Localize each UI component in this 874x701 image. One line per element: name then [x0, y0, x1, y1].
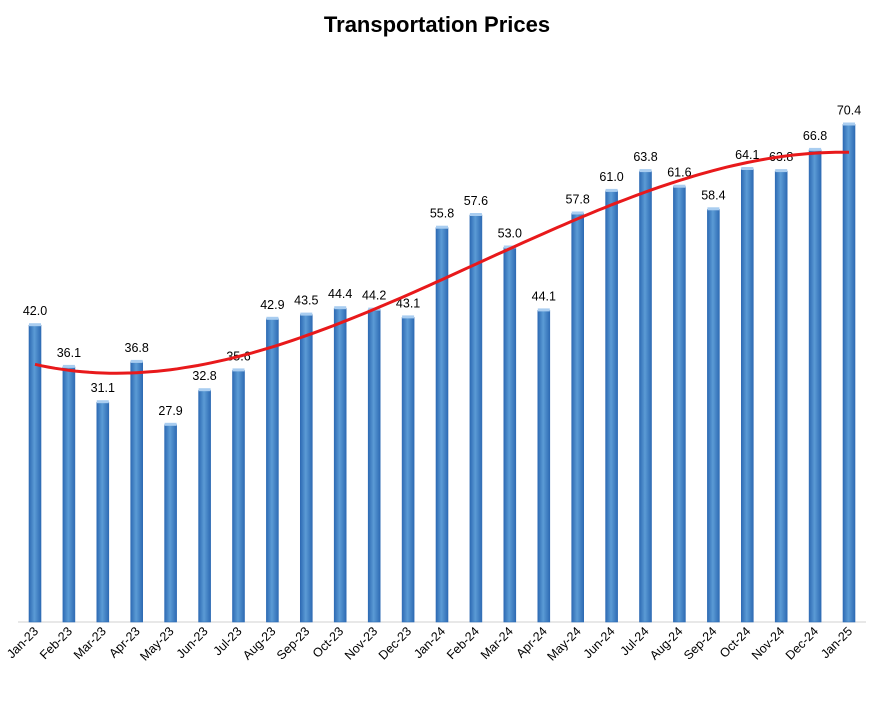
data-label-Oct-23: 44.4 [328, 287, 352, 301]
trendline [34, 150, 849, 375]
bar-cap-May-23 [164, 422, 177, 426]
bar-cap-Oct-23 [334, 306, 347, 310]
bar-Feb-24 [469, 214, 483, 623]
bar-cap-Jun-24 [605, 188, 618, 192]
data-label-Jan-24: 55.8 [430, 207, 454, 221]
x-tick-Oct-23: Oct-23 [310, 624, 346, 660]
data-label-Feb-24: 57.6 [464, 194, 488, 208]
bar-cap-Apr-23 [130, 359, 143, 363]
x-tick-May-23: May-23 [137, 624, 176, 663]
data-label-Nov-23: 44.2 [362, 289, 386, 303]
x-tick-Aug-23: Aug-23 [240, 624, 278, 662]
bar-Mar-24 [503, 247, 517, 623]
data-label-Dec-23: 43.1 [396, 296, 420, 310]
data-label-May-23: 27.9 [158, 404, 182, 418]
data-label-Dec-24: 66.8 [803, 129, 827, 143]
x-tick-May-24: May-24 [544, 624, 583, 663]
data-label-Apr-24: 44.1 [532, 289, 556, 303]
x-tick-Apr-24: Apr-24 [513, 624, 549, 660]
bar-Jun-24 [605, 190, 618, 623]
bar-Oct-24 [740, 168, 754, 623]
bar-Apr-23 [130, 361, 143, 623]
chart-title: Transportation Prices [323, 12, 551, 37]
bar-cap-Mar-24 [503, 245, 516, 249]
x-tick-Jun-23: Jun-23 [174, 624, 211, 661]
x-tick-Apr-23: Apr-23 [106, 624, 142, 660]
bar-cap-Jan-24 [436, 225, 448, 229]
data-label-Apr-23: 36.8 [125, 341, 149, 355]
bar-May-24 [571, 213, 585, 623]
bar-Aug-24 [673, 186, 686, 623]
x-tick-Feb-23: Feb-23 [37, 624, 75, 662]
bar-cap-Sep-23 [300, 312, 313, 316]
x-tick-Sep-23: Sep-23 [274, 624, 312, 662]
bar-cap-Jan-23 [29, 323, 41, 327]
bar-Nov-24 [774, 170, 788, 623]
bar-Sep-23 [299, 314, 313, 623]
x-tick-Dec-24: Dec-24 [783, 624, 821, 662]
data-label-Sep-24: 58.4 [701, 188, 725, 202]
bar-Dec-23 [401, 317, 415, 623]
bar-cap-Aug-24 [673, 184, 686, 188]
bar-Jul-23 [232, 370, 245, 623]
bar-May-23 [164, 424, 177, 623]
bar-cap-Feb-24 [469, 213, 482, 216]
bar-Jun-23 [198, 389, 211, 623]
x-tick-Jun-24: Jun-24 [581, 624, 618, 661]
data-label-Sep-23: 43.5 [294, 294, 318, 308]
bar-cap-Jul-23 [232, 368, 245, 372]
bar-Sep-24 [707, 209, 720, 623]
data-label-Jan-23: 42.0 [23, 304, 47, 318]
bar-cap-Oct-24 [741, 167, 754, 170]
data-label-Mar-23: 31.1 [91, 381, 115, 395]
x-tick-Dec-23: Dec-23 [376, 624, 414, 662]
x-tick-Mar-24: Mar-24 [478, 624, 516, 662]
bar-Feb-23 [62, 366, 76, 623]
bar-cap-Feb-23 [62, 364, 75, 368]
x-tick-Jan-23: Jan-23 [4, 624, 41, 661]
bar-cap-Apr-24 [537, 308, 550, 312]
bar-cap-Dec-24 [809, 147, 822, 151]
bar-Dec-24 [808, 149, 822, 623]
bar-cap-Jan-25 [843, 122, 855, 126]
bar-cap-Jul-24 [639, 169, 652, 173]
data-label-Mar-24: 53.0 [498, 227, 522, 241]
data-label-Jul-24: 63.8 [633, 150, 657, 164]
bar-Oct-23 [333, 307, 347, 623]
bar-cap-May-24 [571, 211, 584, 215]
bar-Jan-24 [435, 227, 449, 623]
data-label-Jun-24: 61.0 [599, 170, 623, 184]
x-tick-Feb-24: Feb-24 [444, 624, 482, 662]
bar-cap-Aug-23 [266, 316, 279, 320]
x-tick-Aug-24: Aug-24 [647, 624, 685, 662]
bar-Jan-23 [28, 324, 42, 623]
bar-cap-Jun-23 [198, 388, 211, 392]
bar-Jul-24 [639, 170, 652, 623]
x-tick-Jan-24: Jan-24 [411, 624, 448, 661]
bar-Mar-23 [96, 401, 110, 623]
data-label-Jan-25: 70.4 [837, 104, 861, 118]
bar-Apr-24 [537, 310, 551, 623]
bar-cap-Nov-24 [775, 169, 788, 173]
bar-Jan-25 [842, 124, 856, 623]
bar-cap-Dec-23 [402, 315, 415, 319]
data-label-Jun-23: 32.8 [192, 369, 216, 383]
x-tick-Mar-23: Mar-23 [71, 624, 109, 662]
x-tick-Nov-24: Nov-24 [749, 624, 787, 662]
data-label-Feb-23: 36.1 [57, 346, 81, 360]
x-tick-Jan-25: Jan-25 [818, 624, 855, 661]
data-label-Oct-24: 64.1 [735, 148, 759, 162]
data-label-Aug-24: 61.6 [667, 166, 691, 180]
data-label-May-24: 57.8 [566, 193, 590, 207]
data-label-Aug-23: 42.9 [260, 298, 284, 312]
bar-cap-Mar-23 [96, 400, 109, 404]
bar-Aug-23 [266, 318, 279, 623]
bar-cap-Sep-24 [707, 207, 720, 211]
bar-Nov-23 [367, 309, 381, 623]
x-tick-Nov-23: Nov-23 [342, 624, 380, 662]
x-tick-Oct-24: Oct-24 [717, 624, 753, 660]
x-tick-Sep-24: Sep-24 [681, 624, 719, 662]
